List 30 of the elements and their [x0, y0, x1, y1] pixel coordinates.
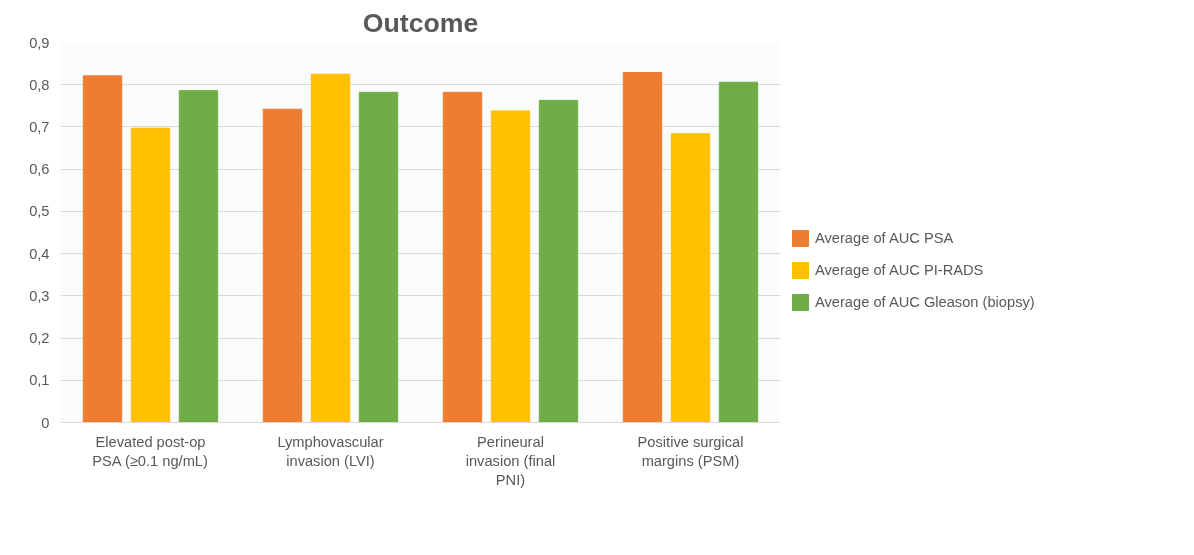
bar — [670, 133, 711, 423]
y-tick-label: 0,5 — [29, 203, 50, 220]
y-tick-label: 0,6 — [29, 161, 50, 178]
y-tick-label: 0,4 — [29, 245, 50, 262]
bar — [538, 99, 579, 423]
legend-label: Average of AUC PI-RADS — [815, 262, 984, 278]
x-tick-label: Elevated post-op PSA (≥0.1 ng/mL) — [92, 433, 208, 469]
bar — [622, 71, 663, 423]
y-tick-label: 0,9 — [29, 34, 50, 51]
bar — [130, 127, 171, 423]
x-tick-label: Lymphovascular invasion (LVI) — [277, 433, 384, 469]
chart-title: Outcome — [362, 7, 479, 38]
y-tick-label: 0,3 — [29, 287, 50, 304]
bar — [178, 90, 219, 423]
bar — [490, 110, 531, 423]
bar — [310, 73, 351, 423]
y-tick-label: 0,1 — [29, 372, 50, 389]
legend-label: Average of AUC PSA — [815, 230, 954, 246]
y-tick-label: 0 — [41, 414, 50, 431]
bar — [718, 81, 759, 423]
legend-label: Average of AUC Gleason (biopsy) — [815, 294, 1035, 310]
bar — [442, 91, 483, 423]
bar — [358, 91, 399, 423]
x-tick-label: Perineural invasion (final PNI) — [465, 433, 556, 488]
x-tick-label: Positive surgical margins (PSM) — [637, 433, 744, 469]
bar — [82, 75, 123, 423]
y-tick-label: 0,7 — [29, 118, 50, 135]
y-tick-label: 0,8 — [29, 76, 50, 93]
y-tick-label: 0,2 — [29, 330, 50, 347]
bar — [262, 108, 303, 423]
